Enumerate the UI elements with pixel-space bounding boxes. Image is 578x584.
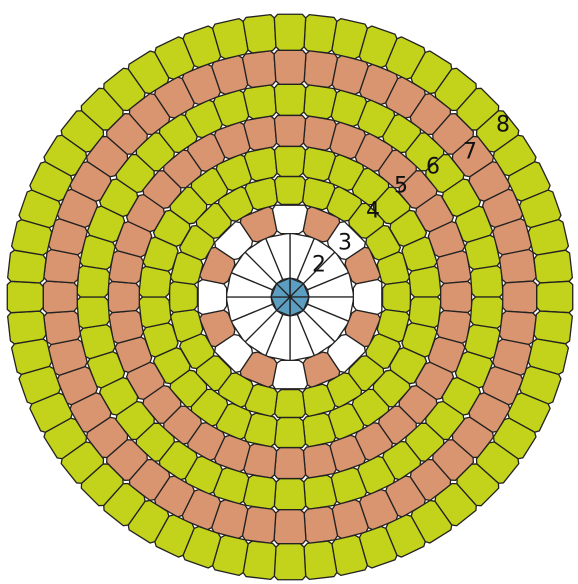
ring7-tile — [76, 296, 111, 329]
ring7-tile — [273, 478, 307, 511]
ring8-tile — [303, 505, 339, 544]
ring-6-label: 6 — [426, 155, 440, 180]
ring9-tile — [536, 280, 574, 314]
ring5-tile — [138, 296, 172, 329]
ring6-tile — [108, 309, 144, 344]
ring4-tile — [381, 281, 412, 313]
ring5-tile — [408, 265, 442, 298]
ring3-tile — [197, 278, 228, 316]
ring6-tile — [107, 280, 140, 314]
ring8-tile — [241, 50, 277, 89]
ring9-tile — [6, 280, 44, 314]
paving-tiles — [6, 13, 574, 581]
ring7-tile — [273, 83, 307, 116]
ring7-tile — [469, 296, 504, 329]
ring8-tile — [498, 248, 537, 284]
ring-labels: 2 3 4 5 6 7 8 — [312, 113, 510, 278]
ring6-tile — [436, 250, 472, 285]
ring-3-label: 3 — [338, 231, 352, 256]
ring6-tile — [273, 114, 307, 147]
ring9-tile — [273, 13, 307, 51]
ring9-tile — [303, 540, 338, 580]
ring6-tile — [302, 443, 337, 479]
ring9-tile — [273, 543, 307, 581]
ring-7-label: 7 — [463, 140, 477, 165]
ring5-tile — [273, 417, 307, 449]
ring7-tile — [303, 474, 338, 510]
ring6-tile — [440, 280, 473, 314]
ring8-tile — [43, 310, 82, 346]
ring7-tile — [469, 265, 504, 298]
ring5-tile — [273, 145, 307, 177]
ring3-tile — [271, 359, 309, 390]
ring3-tile — [352, 278, 383, 316]
ring3-tile — [271, 204, 309, 235]
ring7-tile — [76, 265, 111, 298]
ring6-tile — [243, 115, 278, 151]
ring9-tile — [7, 310, 47, 345]
ring9-tile — [533, 249, 573, 284]
ring-5-label: 5 — [394, 174, 408, 199]
ring-4-label: 4 — [366, 199, 380, 224]
ring8-tile — [273, 509, 307, 545]
ring9-tile — [242, 14, 277, 54]
ring8-tile — [502, 280, 538, 314]
ring4-tile — [168, 281, 199, 313]
ring-2-label: 2 — [312, 253, 326, 278]
ring8-tile — [273, 49, 307, 85]
ring8-tile — [42, 280, 78, 314]
ring7-tile — [242, 84, 277, 120]
ring6-tile — [273, 447, 307, 480]
ring-8-label: 8 — [496, 113, 510, 138]
ring4-tile — [274, 175, 306, 206]
ring4-tile — [274, 388, 306, 419]
